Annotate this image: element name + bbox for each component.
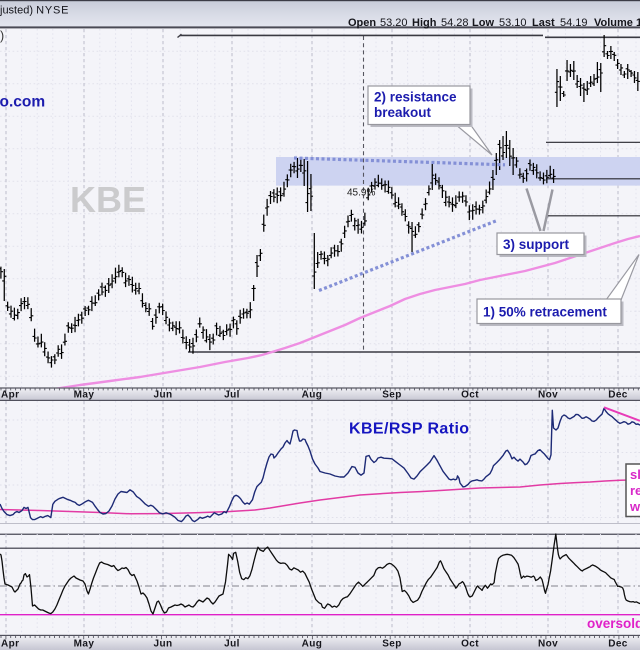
svg-text:Volume 1: Volume 1 (594, 17, 640, 29)
svg-text:Aug: Aug (302, 390, 323, 401)
svg-text:justed) NYSE: justed) NYSE (0, 5, 69, 17)
svg-text:Open: Open (348, 17, 376, 29)
svg-text:Low: Low (472, 17, 494, 29)
svg-text:Oct: Oct (461, 390, 479, 401)
svg-text:breakout: breakout (374, 105, 432, 120)
svg-text:3) support: 3) support (503, 237, 570, 252)
svg-text:High: High (412, 17, 437, 29)
svg-text:45.9%: 45.9% (347, 188, 375, 199)
svg-text:53.10: 53.10 (499, 17, 527, 29)
svg-text:May: May (74, 638, 95, 649)
svg-text:1) 50% retracement: 1) 50% retracement (483, 305, 607, 320)
svg-text:rel: rel (630, 483, 640, 498)
svg-text:Jun: Jun (154, 390, 173, 401)
svg-text:May: May (74, 390, 95, 401)
svg-text:Jul: Jul (224, 390, 240, 401)
svg-text:oversold: oversold (587, 616, 640, 631)
svg-text:Aug: Aug (302, 638, 323, 649)
svg-text:Sep: Sep (382, 390, 402, 401)
svg-text:Jul: Jul (224, 638, 240, 649)
svg-text:Jun: Jun (154, 638, 173, 649)
svg-text:we: we (629, 499, 640, 514)
svg-text:Apr: Apr (1, 390, 19, 401)
svg-text:Nov: Nov (538, 390, 558, 401)
svg-text:sli: sli (630, 467, 640, 482)
svg-text:Oct: Oct (461, 638, 479, 649)
svg-text:): ) (0, 29, 4, 43)
svg-text:KBE/RSP Ratio: KBE/RSP Ratio (349, 421, 469, 438)
svg-text:53.20: 53.20 (380, 17, 408, 29)
svg-text:o.com: o.com (0, 94, 45, 111)
svg-text:2) resistance: 2) resistance (374, 90, 457, 105)
svg-text:54.28: 54.28 (441, 17, 469, 29)
svg-text:Apr: Apr (1, 638, 19, 649)
svg-text:Sep: Sep (382, 638, 402, 649)
svg-text:Last: Last (532, 17, 555, 29)
svg-text:Nov: Nov (538, 638, 558, 649)
svg-text:Dec: Dec (608, 390, 628, 401)
svg-text:54.19: 54.19 (560, 17, 588, 29)
svg-text:Dec: Dec (608, 638, 628, 649)
svg-text:KBE: KBE (70, 179, 146, 220)
